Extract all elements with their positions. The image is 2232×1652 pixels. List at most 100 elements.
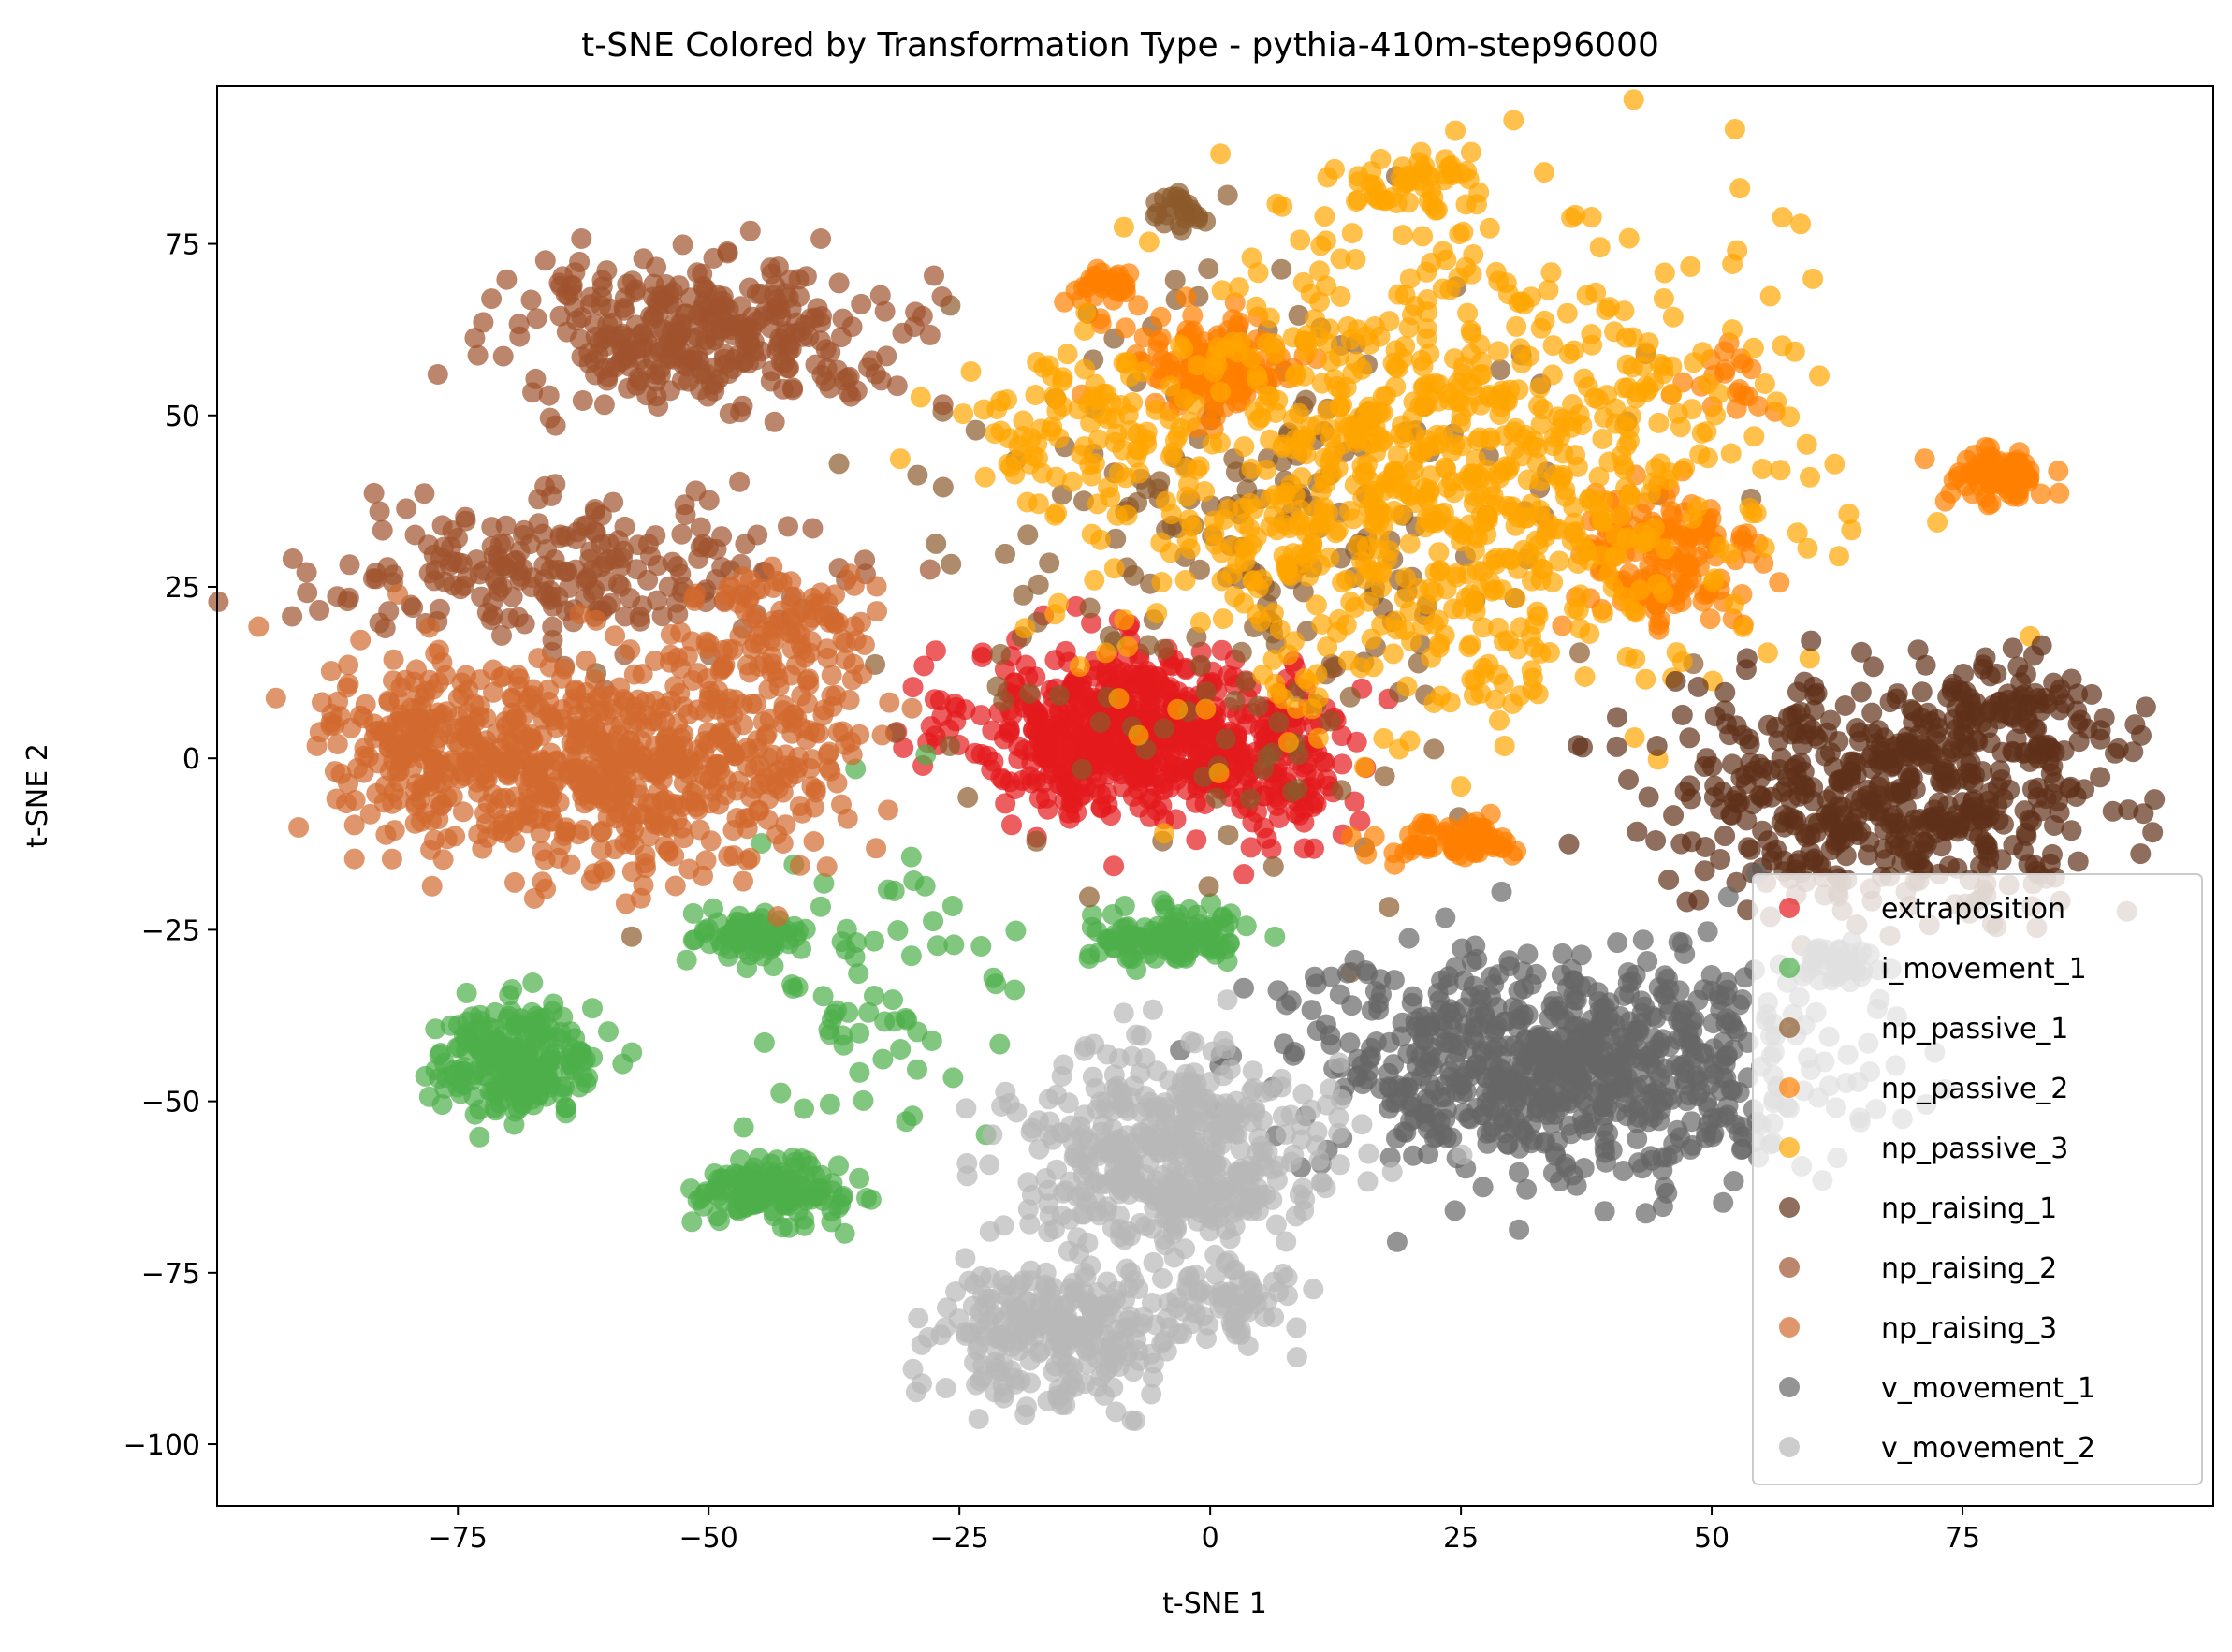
point (764, 411, 785, 432)
point (816, 856, 838, 878)
point (1189, 559, 1210, 580)
point (1039, 552, 1060, 574)
point (1008, 736, 1029, 757)
point (499, 985, 520, 1006)
point (496, 269, 518, 290)
point (1320, 427, 1341, 448)
point (1807, 728, 1829, 750)
point (1236, 713, 1258, 735)
point (1379, 897, 1400, 918)
point (1452, 598, 1473, 620)
point (1382, 353, 1404, 373)
point (709, 1210, 730, 1232)
point (1485, 553, 1507, 575)
point (1019, 682, 1041, 704)
point (1079, 597, 1101, 619)
point (810, 896, 831, 917)
point (1340, 826, 1362, 848)
point (864, 930, 884, 952)
point (1529, 505, 1551, 527)
point (1666, 642, 1687, 664)
point (421, 875, 443, 897)
point (329, 706, 351, 727)
point (1315, 512, 1336, 534)
point (1662, 306, 1684, 328)
point (550, 1029, 572, 1050)
point (970, 705, 992, 726)
point (1246, 527, 1267, 548)
point (538, 385, 560, 406)
point (2017, 708, 2038, 729)
point (828, 453, 850, 475)
point (1153, 638, 1174, 660)
point (941, 896, 963, 916)
point (1013, 426, 1033, 447)
point (931, 286, 953, 307)
point (1087, 429, 1109, 450)
point (288, 817, 310, 838)
point (585, 502, 605, 522)
point (1025, 385, 1046, 405)
point (504, 871, 525, 893)
point (1720, 443, 1742, 464)
point (1722, 254, 1743, 274)
point (1449, 224, 1470, 245)
point (1617, 377, 1639, 399)
point (1739, 734, 1760, 755)
point (1665, 670, 1686, 692)
point (1351, 455, 1373, 476)
point (2093, 708, 2115, 728)
point (1463, 684, 1484, 706)
point (1592, 429, 1613, 449)
point (853, 1089, 874, 1111)
point (1317, 167, 1338, 188)
point (836, 918, 857, 940)
point (1155, 490, 1176, 512)
point (521, 1001, 543, 1023)
point (584, 669, 605, 691)
point (1293, 811, 1315, 833)
point (1736, 648, 1758, 669)
point (1460, 141, 1481, 163)
point (1851, 641, 1872, 663)
point (1653, 363, 1674, 385)
point (1820, 840, 1842, 861)
point (1013, 584, 1034, 606)
point (939, 736, 960, 756)
point (1928, 792, 1949, 813)
point (369, 501, 390, 522)
point (2133, 803, 2154, 825)
point (1189, 654, 1211, 676)
point (1167, 698, 1189, 720)
point (1492, 838, 1513, 858)
point (1138, 788, 1160, 810)
point (848, 963, 869, 985)
point (552, 1006, 574, 1028)
point (677, 356, 698, 377)
point (418, 1086, 440, 1107)
point (327, 734, 348, 754)
point (569, 251, 591, 272)
point (1627, 821, 1648, 842)
point (1443, 482, 1465, 504)
point (1349, 423, 1370, 445)
point (1150, 306, 1172, 328)
point (874, 1011, 896, 1032)
point (563, 1059, 585, 1080)
point (1508, 292, 1529, 313)
point (2130, 843, 2152, 865)
point (923, 911, 944, 932)
point (603, 491, 624, 513)
point (1128, 295, 1149, 316)
point (1911, 681, 1933, 703)
point (1239, 788, 1261, 810)
point (1620, 597, 1641, 619)
point (1208, 337, 1230, 358)
point (1155, 930, 1176, 952)
point (1277, 732, 1299, 753)
point (1490, 359, 1511, 381)
point (1240, 837, 1262, 858)
point (1082, 904, 1102, 926)
point (445, 826, 466, 847)
